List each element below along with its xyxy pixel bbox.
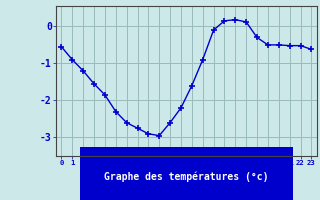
X-axis label: Graphe des températures (°c): Graphe des températures (°c) xyxy=(104,172,269,182)
